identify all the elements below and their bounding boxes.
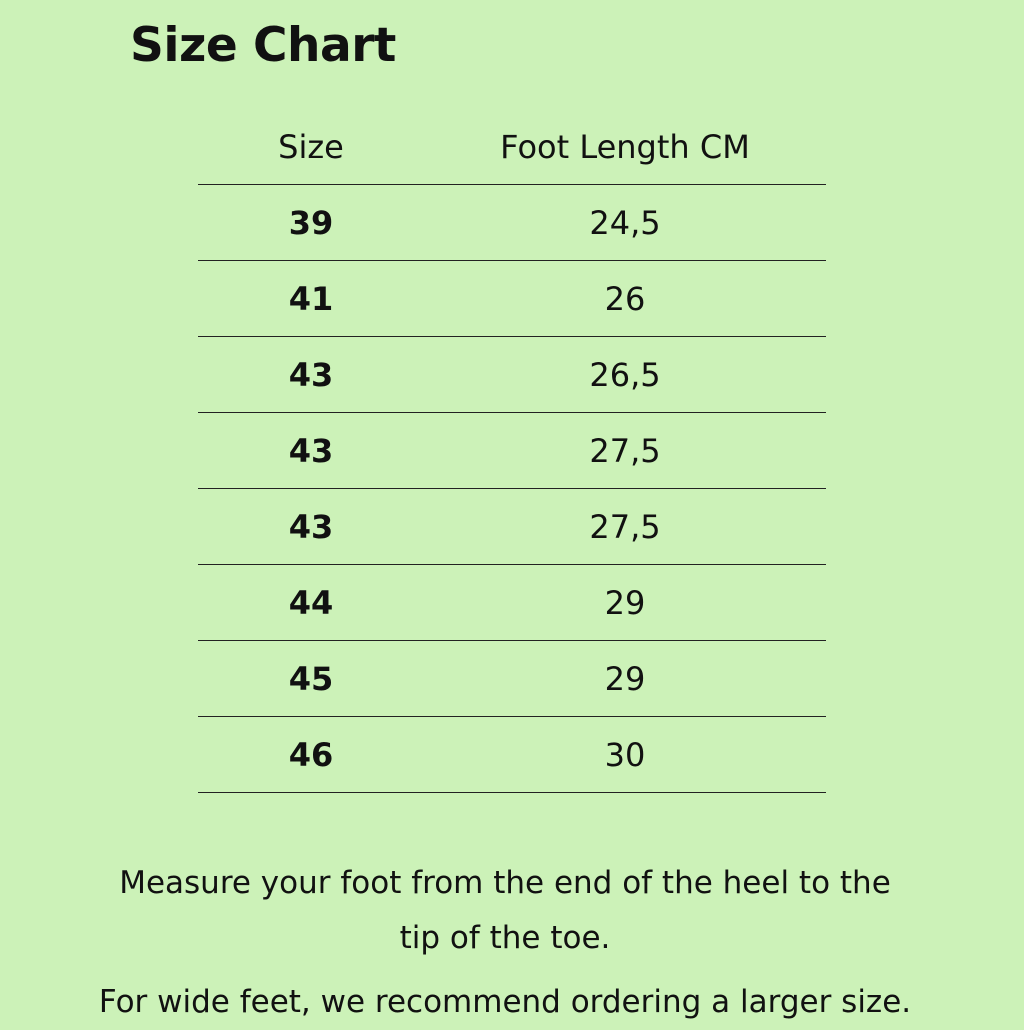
foot-length-cell: 29 bbox=[604, 583, 646, 622]
size-table: Size Foot Length CM 39 24,5 41 26 43 26,5 43 27… bbox=[198, 110, 826, 793]
column-header-foot-length: Foot Length CM bbox=[500, 128, 750, 166]
size-cell: 44 bbox=[288, 583, 334, 622]
table-row: 39 24,5 bbox=[198, 185, 826, 261]
table-header-row: Size Foot Length CM bbox=[198, 110, 826, 185]
table-row: 43 27,5 bbox=[198, 489, 826, 565]
column-header-size: Size bbox=[278, 128, 344, 166]
size-cell: 43 bbox=[288, 431, 334, 470]
table-row: 43 26,5 bbox=[198, 337, 826, 413]
foot-length-cell: 27,5 bbox=[589, 507, 661, 546]
foot-length-cell: 27,5 bbox=[589, 431, 661, 470]
table-row: 44 29 bbox=[198, 565, 826, 641]
foot-length-cell: 26,5 bbox=[589, 355, 661, 394]
foot-length-cell: 26 bbox=[604, 279, 646, 318]
page-title: Size Chart bbox=[130, 18, 396, 73]
measure-instruction-line1: Measure your foot from the end of the he… bbox=[119, 865, 891, 901]
size-cell: 39 bbox=[288, 203, 334, 242]
measure-instruction-line2: tip of the toe. bbox=[399, 920, 611, 956]
measure-instruction: Measure your foot from the end of the he… bbox=[0, 856, 1010, 966]
foot-length-cell: 24,5 bbox=[589, 203, 661, 242]
foot-length-cell: 29 bbox=[604, 659, 646, 698]
wide-feet-note: For wide feet, we recommend ordering a l… bbox=[98, 984, 912, 1020]
table-row: 43 27,5 bbox=[198, 413, 826, 489]
foot-length-cell: 30 bbox=[604, 735, 646, 774]
table-row: 45 29 bbox=[198, 641, 826, 717]
table-row: 46 30 bbox=[198, 717, 826, 793]
size-cell: 43 bbox=[288, 355, 334, 394]
size-cell: 41 bbox=[288, 279, 334, 318]
size-cell: 43 bbox=[288, 507, 334, 546]
size-cell: 45 bbox=[288, 659, 334, 698]
size-cell: 46 bbox=[288, 735, 334, 774]
table-row: 41 26 bbox=[198, 261, 826, 337]
